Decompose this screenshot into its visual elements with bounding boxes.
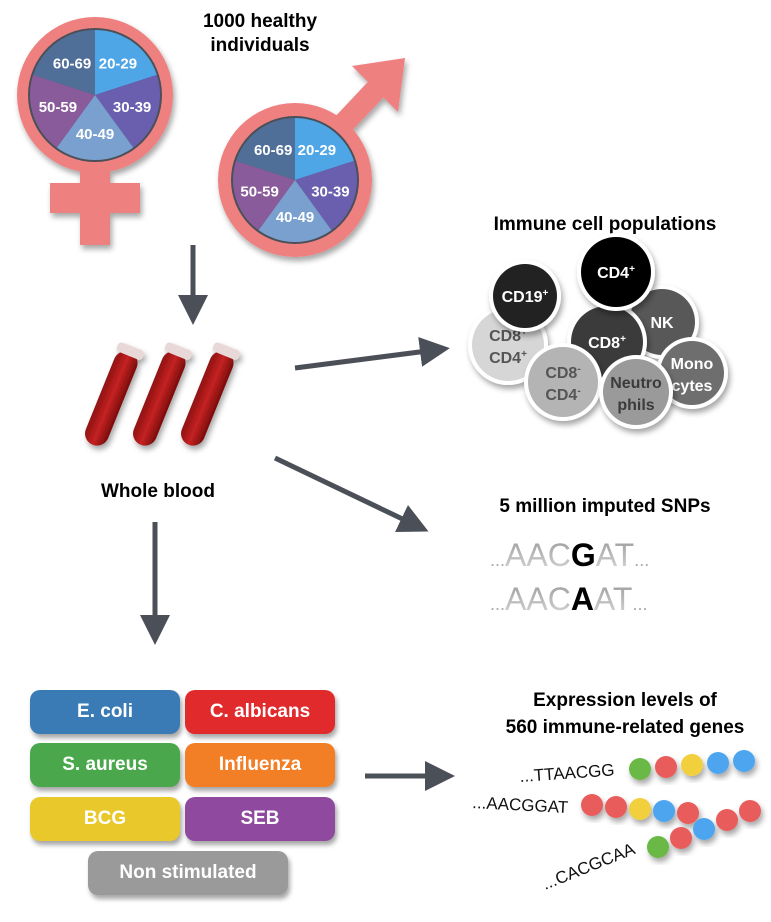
pie-slice-20-29 [295, 118, 354, 180]
stimulus-influenza: Influenza [185, 743, 335, 787]
pie-slice-40-49 [258, 180, 332, 242]
age-label: 50-59 [39, 99, 77, 116]
blood-tubes-icon [85, 342, 241, 446]
cohort-title-line2: individuals [210, 35, 309, 56]
gene-sequence-3: ...CACGCAA [539, 800, 761, 894]
svg-text:Mono: Mono [671, 356, 714, 373]
bead-red [655, 756, 677, 778]
bead-blue [733, 750, 755, 772]
age-label: 40-49 [276, 209, 314, 226]
immune-cell-cd4+: CD4+ [577, 233, 655, 311]
stimulus-seb: SEB [185, 797, 335, 841]
pie-slice-60-69 [33, 30, 95, 95]
immune-cell-cluster: CD8+ CD4+ CD19+ NK CD8+ CD4+ Mono cytes CD8- CD4-… [468, 233, 728, 429]
gene-expression-beads: ...TTAACGG ...AACGGAT ...CACGCAA [472, 750, 761, 894]
stimulus-e-coli: E. coli [30, 690, 180, 734]
svg-text:phils: phils [617, 397, 654, 414]
svg-text:CD4-: CD4- [545, 386, 580, 404]
bead-red [677, 802, 699, 824]
male-age-pie: 20-29 30-39 40-49 50-59 60-69 [231, 116, 359, 244]
svg-text:...AACGGAT: ...AACGGAT [472, 793, 569, 817]
svg-text:CD8-: CD8- [545, 364, 580, 382]
age-label: 40-49 [76, 126, 114, 143]
bead-blue [707, 752, 729, 774]
bead-green [647, 836, 669, 858]
whole-blood-label: Whole blood [101, 481, 215, 502]
snp-sequence-1: ...AACGAT... [490, 537, 649, 573]
age-label: 20-29 [99, 55, 137, 72]
svg-text:CD19+: CD19+ [502, 288, 549, 306]
arrow-to-snps [273, 455, 429, 533]
svg-text:...CACGCAA: ...CACGCAA [539, 839, 638, 894]
immune-cell-neutrophils: Neutro phils [599, 355, 673, 429]
stimulus-s-aureus: S. aureus [30, 743, 180, 787]
snp-sequence-2: ...AACAAT... [490, 581, 647, 617]
stimulus-non-stimulated: Non stimulated [88, 851, 288, 895]
pie-slice-30-39 [295, 160, 357, 231]
immune-cell-cd19+: CD19+ [489, 260, 561, 332]
svg-text:cytes: cytes [672, 378, 713, 395]
svg-text:...TTAACGG: ...TTAACGG [519, 760, 615, 786]
stimulus-c-albicans: C. albicans [185, 690, 335, 734]
female-age-pie: 20-29 30-39 40-49 50-59 60-69 [28, 28, 162, 162]
svg-text:CD8+: CD8+ [489, 327, 527, 345]
snps-title: 5 million imputed SNPs [499, 496, 710, 517]
svg-text:CD4+: CD4+ [489, 349, 527, 367]
bead-red [605, 796, 627, 818]
bead-green [629, 758, 651, 780]
expression-title-line1: Expression levels of [533, 690, 717, 711]
pie-slice-50-59 [233, 160, 295, 231]
bead-yellow [629, 798, 651, 820]
age-label: 50-59 [240, 183, 278, 200]
svg-text:...AACGAT...: ...AACGAT... [490, 537, 649, 573]
bead-yellow [681, 754, 703, 776]
pie-slice-40-49 [56, 95, 134, 160]
immune-cell-cd8-cd4-: CD8- CD4- [524, 343, 602, 421]
age-label: 60-69 [254, 142, 292, 159]
stimulus-bcg: BCG [30, 797, 180, 841]
bead-blue [653, 800, 675, 822]
gene-sequence-1: ...TTAACGG [519, 750, 755, 786]
bead-red [581, 794, 603, 816]
age-label: 60-69 [53, 55, 91, 72]
immune-title: Immune cell populations [494, 214, 717, 235]
gene-sequence-2: ...AACGGAT [472, 793, 699, 824]
age-label: 20-29 [298, 142, 336, 159]
pie-slice-20-29 [95, 30, 157, 95]
bead-red [670, 827, 692, 849]
pie-slice-50-59 [30, 74, 95, 148]
immune-cell-monocytes: Mono cytes [656, 337, 728, 409]
cohort-title-line1: 1000 healthy [203, 11, 317, 32]
svg-text:NK: NK [650, 315, 674, 332]
age-label: 30-39 [311, 183, 349, 200]
bead-red [716, 809, 738, 831]
svg-text:CD4+: CD4+ [597, 264, 635, 282]
svg-text:...AACAAT...: ...AACAAT... [490, 581, 647, 617]
svg-text:Neutro: Neutro [610, 375, 662, 392]
bead-blue [693, 818, 715, 840]
pie-slice-30-39 [95, 74, 161, 148]
svg-text:CD8+: CD8+ [588, 334, 626, 352]
pie-slice-60-69 [236, 118, 295, 180]
age-label: 30-39 [113, 99, 151, 116]
expression-title-line2: 560 immune-related genes [506, 717, 745, 738]
bead-red [739, 800, 761, 822]
arrow-to-immune [294, 337, 450, 371]
